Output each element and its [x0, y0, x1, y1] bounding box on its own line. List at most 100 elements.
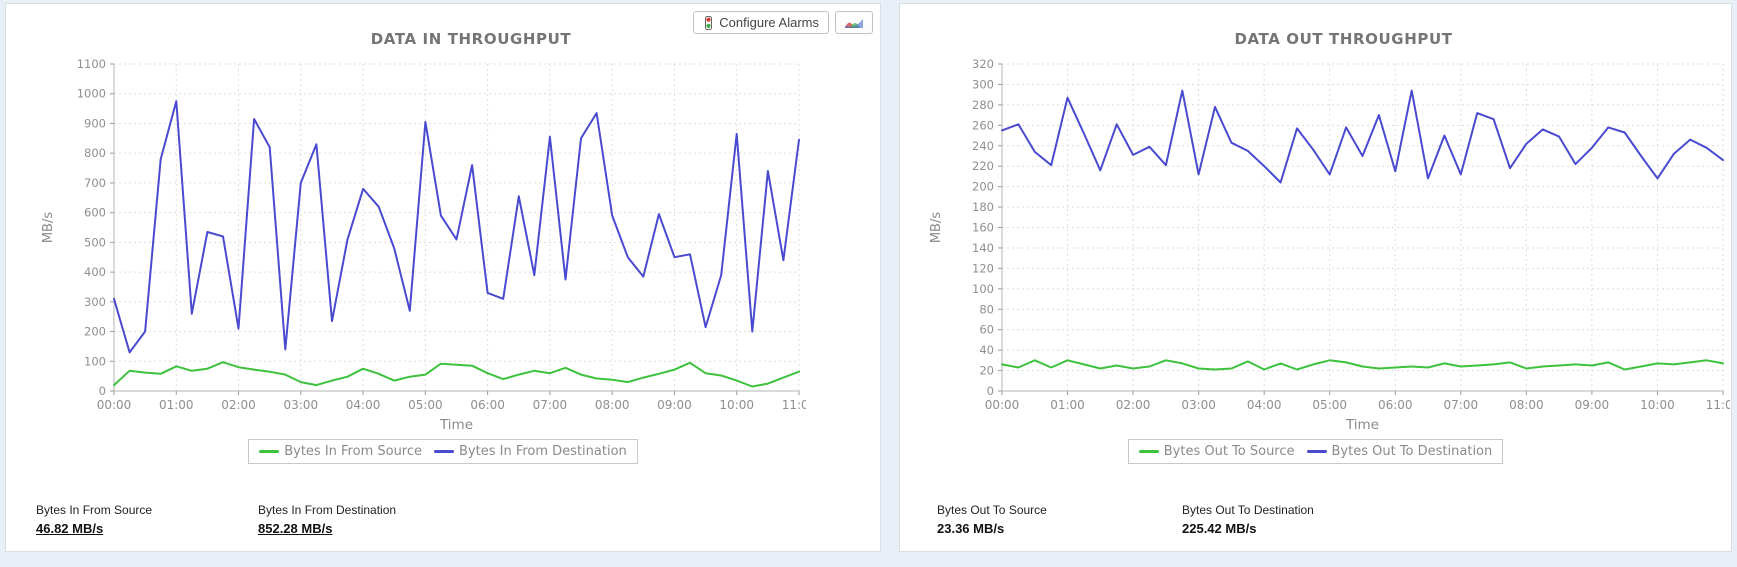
stat-bytes-out-source: Bytes Out To Source 23.36 MB/s	[937, 503, 1182, 538]
svg-text:200: 200	[972, 180, 994, 194]
svg-text:MB/s: MB/s	[929, 212, 944, 244]
summary-stats: Bytes Out To Source 23.36 MB/s Bytes Out…	[937, 503, 1427, 538]
svg-text:00:00: 00:00	[97, 398, 132, 412]
svg-text:02:00: 02:00	[221, 398, 256, 412]
stat-value-link[interactable]: 852.28 MB/s	[258, 521, 333, 536]
svg-text:Time: Time	[1345, 417, 1379, 433]
svg-text:06:00: 06:00	[1378, 398, 1413, 412]
legend-item-source[interactable]: Bytes Out To Source	[1138, 444, 1295, 459]
legend-item-destination[interactable]: Bytes In From Destination	[434, 444, 627, 459]
legend-label: Bytes Out To Source	[1163, 444, 1295, 459]
legend-label: Bytes Out To Destination	[1331, 444, 1493, 459]
svg-text:07:00: 07:00	[533, 398, 568, 412]
svg-text:400: 400	[84, 265, 106, 279]
chart-legend: Bytes In From Source Bytes In From Desti…	[248, 439, 638, 464]
svg-text:11:00: 11:00	[1706, 398, 1730, 412]
svg-text:260: 260	[972, 118, 994, 132]
svg-text:07:00: 07:00	[1444, 398, 1479, 412]
legend-label: Bytes In From Destination	[459, 444, 627, 459]
svg-text:06:00: 06:00	[470, 398, 505, 412]
svg-text:700: 700	[84, 176, 106, 190]
data-out-panel: DATA OUT THROUGHPUT 00:00 01:00 02:00 03:00…	[899, 3, 1732, 552]
svg-text:08:00: 08:00	[595, 398, 630, 412]
chart-type-button[interactable]	[835, 11, 873, 34]
stat-label: Bytes In From Destination	[258, 503, 397, 517]
svg-text:800: 800	[84, 146, 106, 160]
svg-text:04:00: 04:00	[346, 398, 381, 412]
stat-label: Bytes Out To Source	[937, 503, 1047, 517]
svg-text:120: 120	[972, 261, 994, 275]
svg-text:140: 140	[972, 241, 994, 255]
svg-text:04:00: 04:00	[1247, 398, 1282, 412]
stat-label: Bytes Out To Destination	[1182, 503, 1314, 517]
chart-title: DATA OUT THROUGHPUT	[1234, 30, 1453, 48]
svg-text:03:00: 03:00	[284, 398, 319, 412]
svg-text:320: 320	[972, 57, 994, 71]
svg-text:80: 80	[979, 302, 994, 316]
svg-text:11:00: 11:00	[782, 398, 806, 412]
series-swatch	[1306, 450, 1327, 453]
svg-text:Time: Time	[439, 417, 473, 433]
chart-legend: Bytes Out To Source Bytes Out To Destina…	[1127, 439, 1504, 464]
data-in-panel: Configure Alarms DATA IN THROUGHPUT 00:0…	[5, 3, 881, 552]
svg-text:MB/s: MB/s	[41, 212, 56, 244]
svg-text:01:00: 01:00	[1050, 398, 1085, 412]
stat-bytes-in-destination: Bytes In From Destination 852.28 MB/s	[258, 503, 480, 538]
svg-text:300: 300	[972, 77, 994, 91]
svg-text:180: 180	[972, 200, 994, 214]
svg-text:100: 100	[84, 354, 106, 368]
legend-item-destination[interactable]: Bytes Out To Destination	[1306, 444, 1493, 459]
svg-text:09:00: 09:00	[657, 398, 692, 412]
legend-label: Bytes In From Source	[284, 444, 423, 459]
svg-text:01:00: 01:00	[159, 398, 194, 412]
stat-value: 23.36 MB/s	[937, 521, 1005, 536]
stat-value-link[interactable]: 46.82 MB/s	[36, 521, 104, 536]
svg-text:1000: 1000	[77, 87, 106, 101]
svg-text:09:00: 09:00	[1575, 398, 1610, 412]
stat-value: 225.42 MB/s	[1182, 521, 1257, 536]
svg-text:100: 100	[972, 282, 994, 296]
svg-text:280: 280	[972, 98, 994, 112]
svg-text:500: 500	[84, 235, 106, 249]
stat-bytes-in-source: Bytes In From Source 46.82 MB/s	[36, 503, 258, 538]
svg-text:08:00: 08:00	[1509, 398, 1544, 412]
svg-text:900: 900	[84, 116, 106, 130]
svg-text:0: 0	[987, 384, 994, 398]
data-in-chart: 00:00 01:00 02:00 03:00 04:00 05:00 06:00 07:00…	[41, 57, 806, 433]
svg-text:0: 0	[99, 384, 106, 398]
svg-text:1100: 1100	[77, 57, 106, 71]
stat-label: Bytes In From Source	[36, 503, 153, 517]
legend-item-source[interactable]: Bytes In From Source	[259, 444, 422, 459]
svg-text:20: 20	[979, 364, 994, 378]
svg-text:600: 600	[84, 206, 106, 220]
series-swatch	[434, 450, 455, 453]
summary-stats: Bytes In From Source 46.82 MB/s Bytes In…	[36, 503, 480, 538]
series-swatch	[259, 450, 280, 453]
svg-text:240: 240	[972, 139, 994, 153]
svg-text:05:00: 05:00	[1312, 398, 1347, 412]
stat-bytes-out-destination: Bytes Out To Destination 225.42 MB/s	[1182, 503, 1427, 538]
chart-title: DATA IN THROUGHPUT	[370, 30, 572, 48]
data-out-chart: 00:00 01:00 02:00 03:00 04:00 05:00 06:00 07:00…	[929, 57, 1730, 433]
svg-text:200: 200	[84, 325, 106, 339]
configure-alarms-button[interactable]: Configure Alarms	[693, 11, 829, 34]
svg-text:03:00: 03:00	[1181, 398, 1216, 412]
svg-text:60: 60	[979, 323, 994, 337]
area-chart-icon	[845, 19, 863, 28]
legend-wrap: Bytes In From Source Bytes In From Desti…	[6, 439, 880, 464]
svg-text:02:00: 02:00	[1116, 398, 1151, 412]
panel-toolbar: Configure Alarms	[693, 11, 873, 34]
traffic-light-icon	[705, 15, 713, 30]
svg-text:10:00: 10:00	[1640, 398, 1675, 412]
svg-text:40: 40	[979, 343, 994, 357]
svg-text:160: 160	[972, 221, 994, 235]
series-swatch	[1138, 450, 1159, 453]
svg-text:220: 220	[972, 159, 994, 173]
svg-text:05:00: 05:00	[408, 398, 443, 412]
throughput-dashboard: Configure Alarms DATA IN THROUGHPUT 00:0…	[5, 3, 1732, 552]
legend-wrap: Bytes Out To Source Bytes Out To Destina…	[900, 439, 1731, 464]
svg-text:00:00: 00:00	[985, 398, 1020, 412]
svg-text:10:00: 10:00	[719, 398, 754, 412]
configure-alarms-label: Configure Alarms	[719, 15, 819, 30]
svg-text:300: 300	[84, 295, 106, 309]
